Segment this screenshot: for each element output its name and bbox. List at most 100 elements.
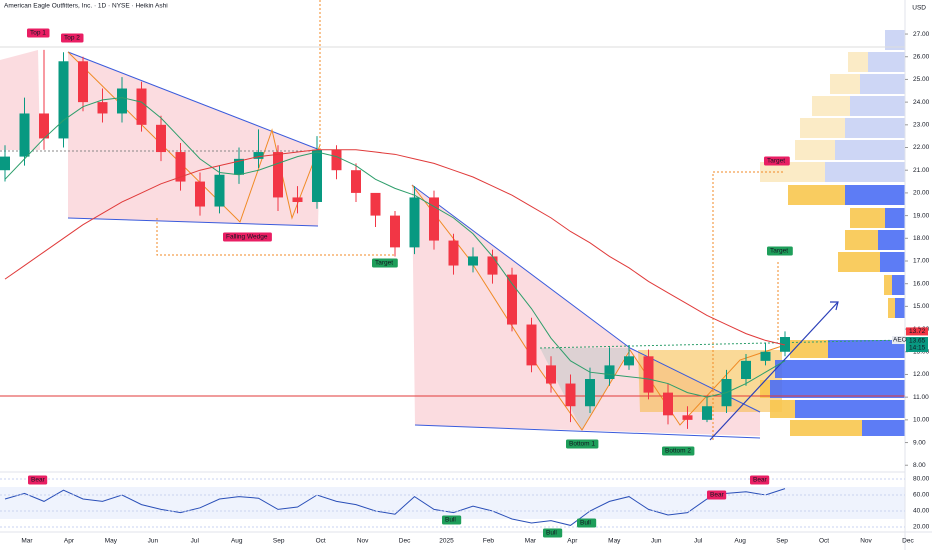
chart-title: American Eagle Outfitters, Inc. · 1D · N… — [4, 3, 168, 10]
annotation-box — [543, 528, 563, 538]
annotation-box — [764, 156, 790, 166]
candle-body — [136, 88, 147, 125]
x-tick-label: Oct — [819, 538, 829, 545]
candle-body — [624, 356, 634, 366]
annotation: Target — [375, 260, 393, 267]
rsi-tick-label: 80.00 — [913, 476, 930, 483]
pattern-area — [0, 50, 40, 150]
price-mark — [906, 327, 928, 336]
candle-body — [702, 406, 712, 420]
annotation-box — [566, 439, 599, 449]
x-tick-label: Dec — [399, 538, 411, 545]
candle-body — [175, 152, 186, 182]
y-tick-label: 8.00 — [913, 462, 926, 469]
candle-body — [312, 149, 322, 202]
annotation: Bull — [546, 530, 557, 537]
annotation-box — [662, 446, 695, 456]
candle-body — [78, 61, 88, 103]
annotation: Bear — [710, 492, 725, 499]
annotation-box — [750, 475, 770, 485]
x-tick-label: May — [608, 538, 621, 545]
x-tick-label: Sep — [776, 538, 788, 545]
annotation-box — [223, 232, 272, 242]
candle-body — [682, 415, 693, 420]
candle-body — [585, 379, 595, 407]
x-tick-label: 2025 — [439, 538, 454, 545]
annotation-box — [577, 518, 597, 528]
annotation: Top 1 — [30, 30, 46, 37]
y-tick-label: 10.00 — [913, 417, 930, 424]
ma-fast-line — [4, 97, 786, 398]
volume-profile — [760, 30, 905, 436]
x-tick-label: Sep — [273, 538, 285, 545]
candle-body — [526, 324, 537, 366]
y-tick-label: 17.00 — [913, 258, 930, 265]
annotation: Bottom 1 — [569, 441, 595, 448]
rsi-line — [4, 488, 786, 526]
candle-body — [234, 158, 244, 175]
candle-body — [546, 365, 556, 384]
candle-body — [604, 365, 615, 380]
rsi-tick-label: 40.00 — [913, 508, 930, 515]
candle-body — [0, 156, 10, 171]
plot — [0, 49, 790, 526]
candle-body — [780, 337, 790, 352]
y-tick-label: 25.00 — [913, 76, 930, 83]
annotation: Bull — [580, 520, 591, 527]
price-mark-label: 13.65 — [909, 338, 926, 345]
annotation-box — [767, 246, 793, 256]
annotation-box — [61, 33, 84, 43]
x-tick-label: Jun — [148, 538, 159, 545]
y-tick-label: 15.00 — [913, 303, 930, 310]
symbol-tag — [892, 336, 905, 345]
candle-body — [429, 197, 439, 241]
candle-body — [760, 351, 771, 361]
candle-body — [643, 356, 654, 393]
candle-body — [117, 88, 127, 114]
y-tick-label: 16.00 — [913, 280, 930, 287]
x-tick-label: Jun — [651, 538, 662, 545]
candle-body — [487, 256, 498, 275]
x-tick-label: Nov — [357, 538, 369, 545]
candle-body — [390, 215, 400, 248]
x-tick-label: Dec — [902, 538, 914, 545]
candle-body — [331, 149, 342, 171]
x-tick-label: Jul — [694, 538, 703, 545]
x-tick-label: Aug — [734, 538, 746, 545]
annotation: Bull — [445, 517, 456, 524]
candle-body — [741, 360, 751, 380]
annotation: Target — [767, 158, 785, 165]
annotation-box — [27, 28, 50, 38]
x-tick-label: Mar — [525, 538, 537, 545]
x-tick-label: Apr — [567, 538, 578, 545]
candle-body — [292, 197, 303, 202]
candle-body — [468, 256, 478, 266]
annotation-box — [707, 490, 727, 500]
x-tick-label: May — [105, 538, 118, 545]
symbol-label: AEO — [893, 337, 907, 344]
rsi-tick-label: 60.00 — [913, 492, 930, 499]
y-tick-label: 23.00 — [913, 122, 930, 129]
y-tick-label: 22.00 — [913, 144, 930, 151]
candle-body — [39, 113, 49, 139]
y-tick-label: 26.00 — [913, 53, 930, 60]
y-tick-label: 27.00 — [913, 31, 930, 38]
y-tick-label: 20.00 — [913, 190, 930, 197]
candle-body — [19, 113, 30, 157]
y-tick-label: 9.00 — [913, 439, 926, 446]
price-mark-label: 13.72 — [909, 328, 926, 335]
candle-body — [370, 192, 381, 216]
candle-body — [565, 383, 576, 407]
y-tick-label: 12.00 — [913, 371, 930, 378]
candle-body — [195, 181, 205, 207]
candle-body — [273, 152, 283, 198]
x-tick-label: Oct — [316, 538, 326, 545]
y-tick-label: 19.00 — [913, 212, 930, 219]
candle-body — [97, 102, 108, 114]
y-tick-label: 21.00 — [913, 167, 930, 174]
y-tick-label: 18.00 — [913, 235, 930, 242]
candle-body — [507, 274, 517, 325]
annotation: Target — [770, 248, 788, 255]
currency: USD — [912, 5, 926, 12]
x-tick-label: Jul — [191, 538, 200, 545]
